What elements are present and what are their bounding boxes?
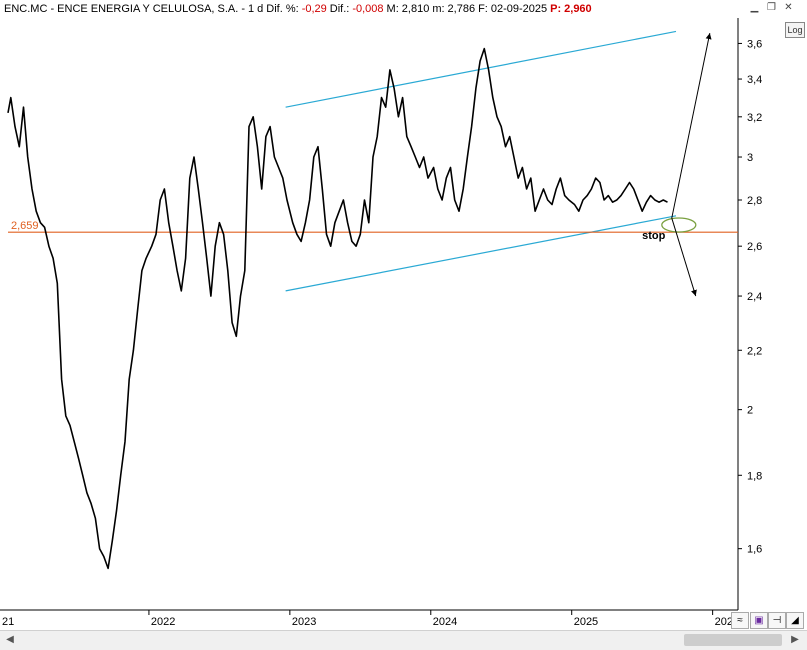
y-tick-label: 3,6 bbox=[747, 38, 762, 50]
y-tick-label: 2,4 bbox=[747, 291, 762, 303]
scroll-left-icon[interactable]: ◀ bbox=[6, 634, 14, 645]
y-tick-label: 2,2 bbox=[747, 345, 762, 357]
pin-icon[interactable]: ⊣ bbox=[768, 612, 786, 629]
x-tick-label: 2023 bbox=[292, 616, 316, 628]
y-tick-label: 1,6 bbox=[747, 544, 762, 556]
stop-line-group: 2,659 bbox=[8, 220, 738, 233]
chart-header: ENC.MC - ENCE ENERGIA Y CELULOSA, S.A. -1… bbox=[4, 3, 595, 15]
axes: 1,6 1,8 2 2,2 2,4 2,6 2,8 3 3,2 3,4 3,6 21 2022 2023 2… bbox=[0, 18, 762, 628]
stop-text: stop bbox=[642, 230, 666, 242]
dif-pct-value: -0,29 bbox=[301, 3, 327, 15]
header-separator: - bbox=[241, 3, 245, 15]
channel-lower-line bbox=[285, 215, 677, 292]
zoom-icon[interactable]: ≈ bbox=[731, 612, 749, 629]
date-label: F: bbox=[478, 3, 488, 15]
dif-pct-label: Dif. %: bbox=[266, 3, 299, 15]
max-label: M: bbox=[386, 3, 399, 15]
y-tick-label: 3 bbox=[747, 152, 753, 164]
stop-ellipse bbox=[661, 217, 697, 233]
close-icon[interactable]: ✕ bbox=[784, 2, 793, 13]
x-tick-label: 2025 bbox=[574, 616, 598, 628]
channel-lines bbox=[285, 30, 677, 292]
arrow-down bbox=[671, 217, 697, 297]
price-chart: 1,6 1,8 2 2,2 2,4 2,6 2,8 3 3,2 3,4 3,6 21 2022 2023 2… bbox=[0, 18, 762, 628]
horizontal-scrollbar[interactable]: ◀ ▶ bbox=[0, 630, 807, 650]
x-tick-label: 21 bbox=[2, 616, 14, 628]
min-label: m: bbox=[432, 3, 445, 15]
symbol-name: ENC.MC - ENCE ENERGIA Y CELULOSA, S.A. bbox=[4, 3, 239, 15]
stop-level-label: 2,659 bbox=[11, 220, 39, 232]
price-series bbox=[7, 47, 668, 570]
expand-icon[interactable]: ◢ bbox=[786, 612, 804, 629]
y-tick-label: 3,2 bbox=[747, 112, 762, 124]
y-tick-label: 3,4 bbox=[747, 74, 762, 86]
x-tick-label: 2022 bbox=[151, 616, 175, 628]
min-value: 2,786 bbox=[447, 3, 476, 15]
annotations: stop bbox=[642, 33, 712, 297]
save-icon[interactable]: ▣ bbox=[750, 612, 768, 629]
price-value: 2,960 bbox=[564, 3, 592, 15]
log-scale-button[interactable]: Log bbox=[785, 22, 805, 38]
channel-upper-line bbox=[285, 30, 677, 108]
y-tick-label: 2,6 bbox=[747, 241, 762, 253]
y-tick-label: 1,8 bbox=[747, 470, 762, 482]
minimize-icon[interactable]: ▁ bbox=[750, 2, 759, 13]
dif-label: Dif.: bbox=[329, 3, 350, 15]
y-tick-label: 2 bbox=[747, 405, 753, 417]
scroll-right-icon[interactable]: ▶ bbox=[791, 634, 799, 645]
price-line bbox=[7, 47, 668, 570]
scroll-thumb[interactable] bbox=[684, 634, 782, 646]
restore-icon[interactable]: ❐ bbox=[767, 2, 776, 13]
max-value: 2,810 bbox=[401, 3, 430, 15]
dif-value: -0,008 bbox=[352, 3, 384, 15]
x-tick-label: 2024 bbox=[433, 616, 457, 628]
y-tick-label: 2,8 bbox=[747, 195, 762, 207]
interval: 1 d bbox=[248, 3, 264, 15]
date-value: 02-09-2025 bbox=[490, 3, 548, 15]
arrow-up bbox=[671, 33, 712, 219]
price-label: P: bbox=[550, 3, 562, 15]
